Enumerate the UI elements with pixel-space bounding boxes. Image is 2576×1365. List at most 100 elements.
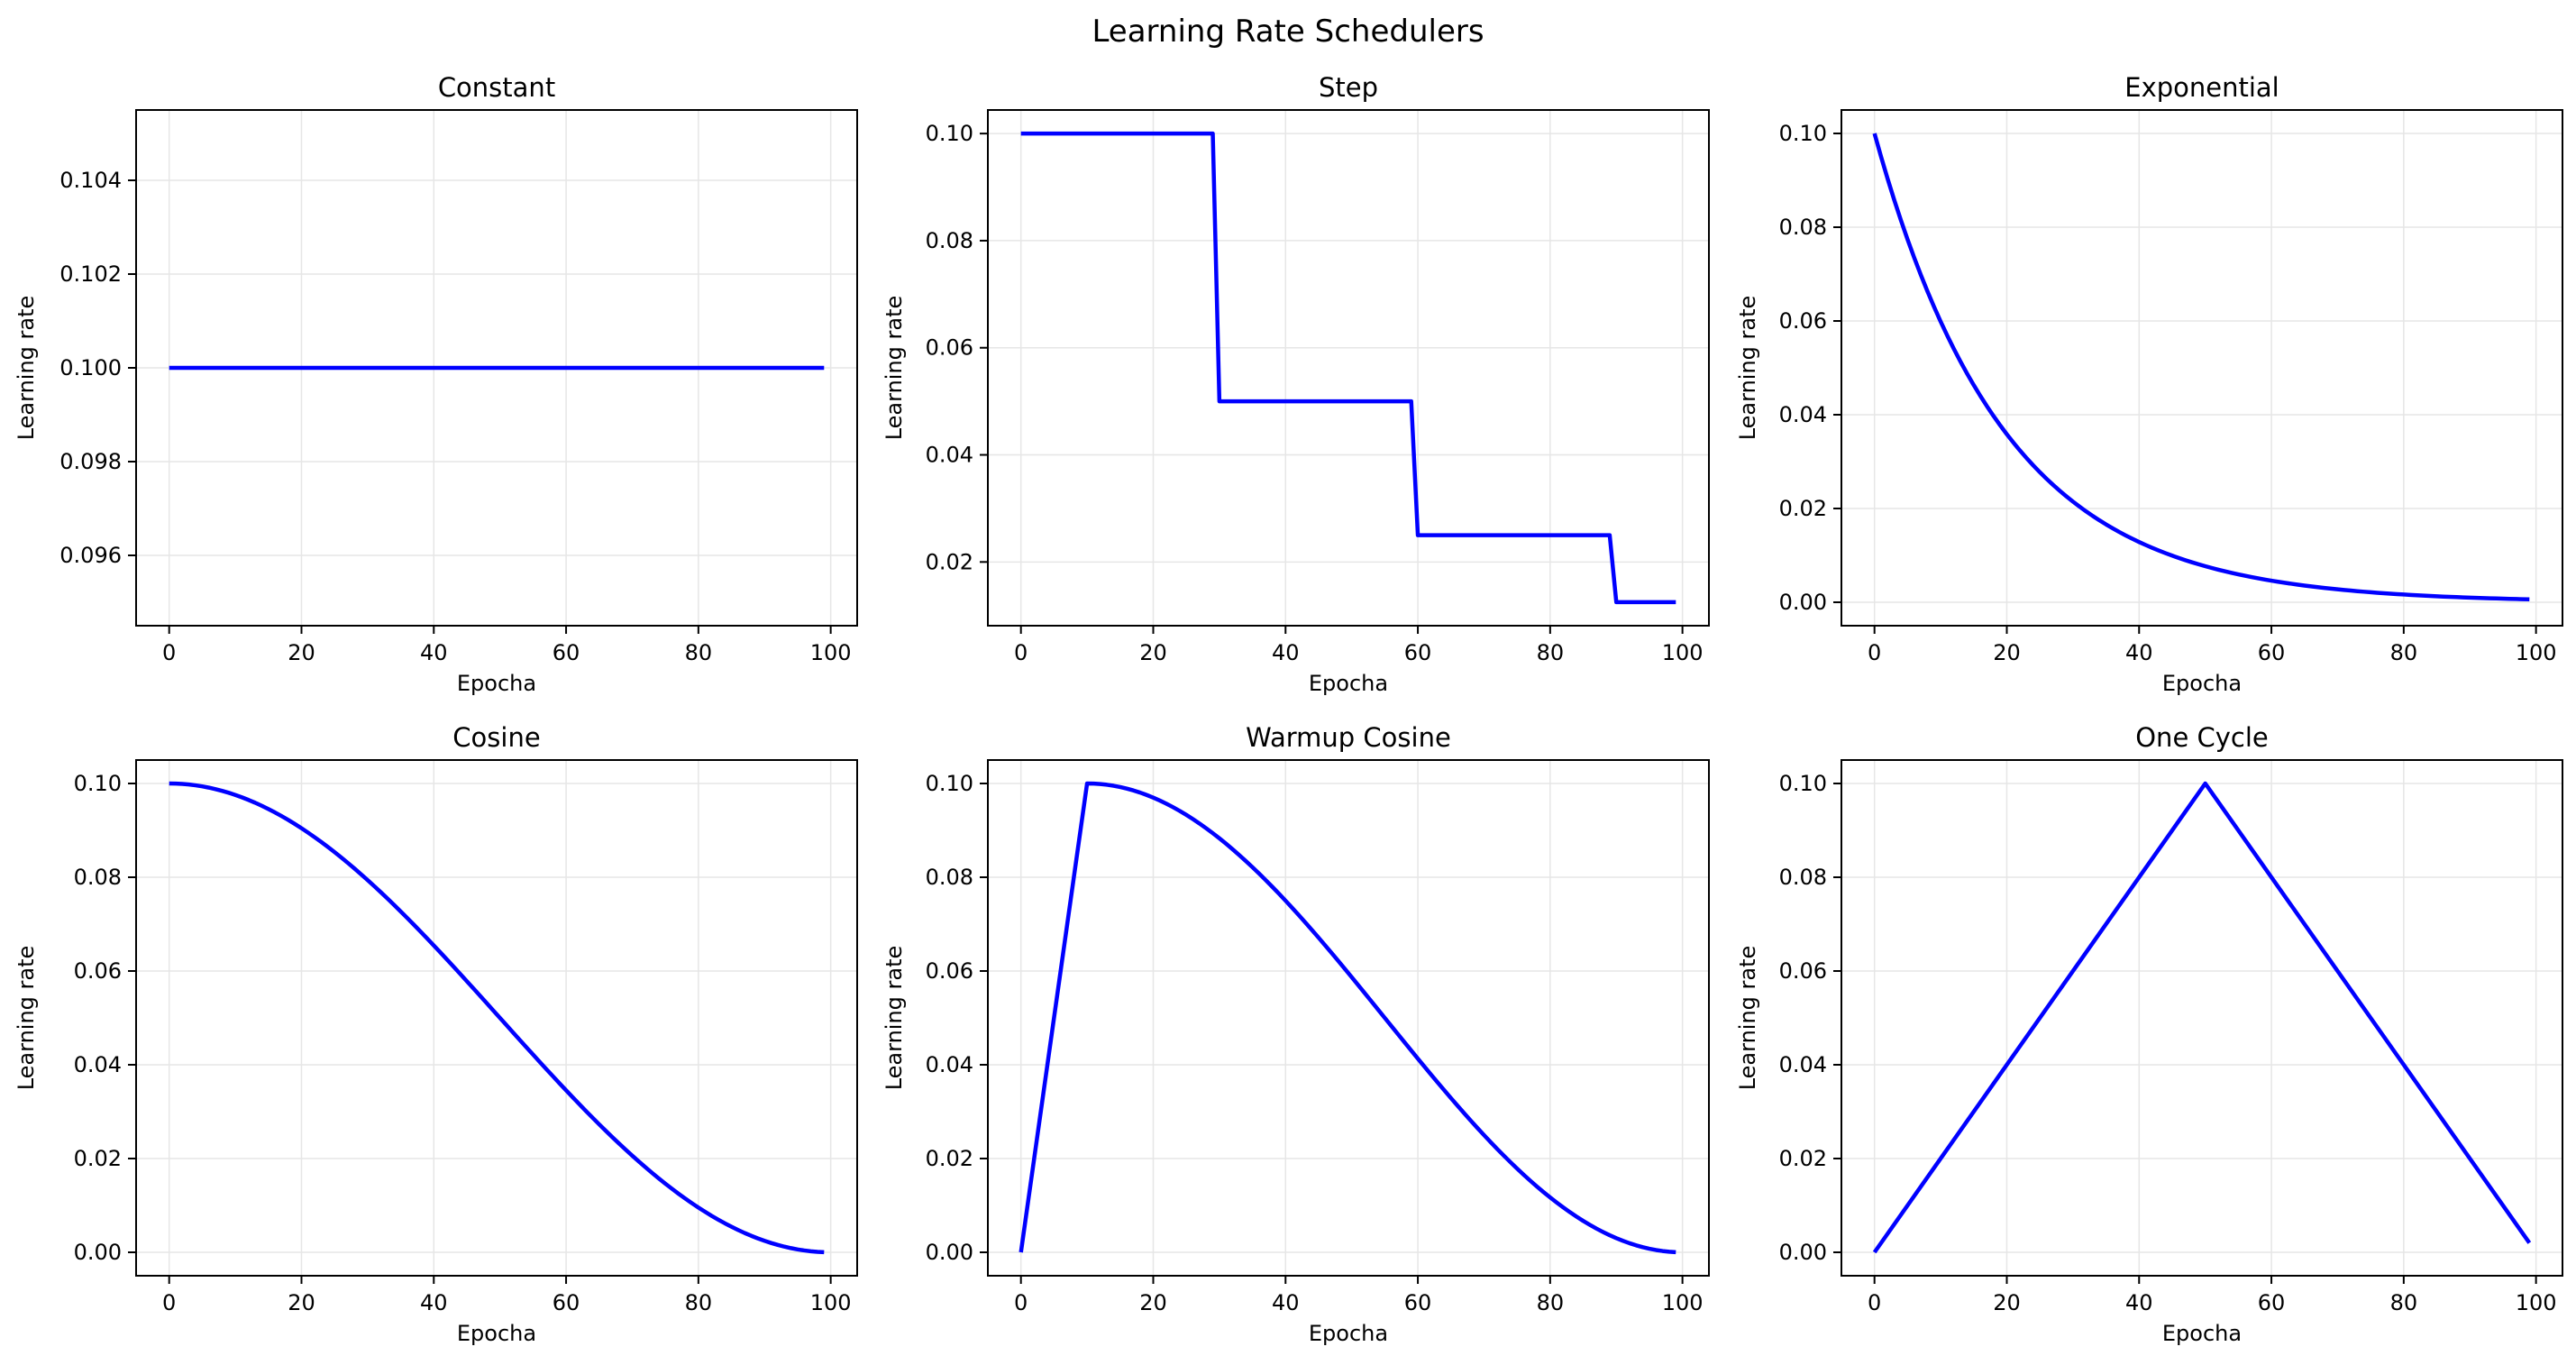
- figure-title: Learning Rate Schedulers: [1092, 14, 1484, 50]
- axes-frame: [1841, 759, 2563, 1277]
- y-tick-label: 0.02: [1779, 496, 1827, 521]
- y-tick-label: 0.06: [1779, 958, 1827, 984]
- y-tick-label: 0.02: [926, 1146, 973, 1171]
- y-tick-label: 0.10: [1779, 771, 1827, 796]
- subplot-title: Exponential: [2124, 72, 2279, 103]
- x-tick-label: 100: [2516, 1290, 2557, 1315]
- y-tick-label: 0.098: [59, 449, 122, 474]
- y-tick-label: 0.08: [926, 228, 973, 253]
- x-tick-label: 40: [2125, 640, 2153, 665]
- x-axis-label: Epocha: [1309, 1321, 1388, 1346]
- x-tick-label: 80: [1537, 1290, 1565, 1315]
- series-line-0: [1872, 781, 2532, 1254]
- y-tick-label: 0.04: [1779, 1052, 1827, 1077]
- subplot-2: 0 20 40 60 80 100 0.00 0.02 0.04 0.06 0.08 0.10 Expo…: [1735, 72, 2563, 696]
- x-tick-label: 0: [1868, 640, 1881, 665]
- y-tick-label: 0.10: [74, 771, 122, 796]
- x-tick-label: 80: [2390, 1290, 2418, 1315]
- y-axis-label: Learning rate: [882, 946, 907, 1091]
- y-tick-label: 0.04: [1779, 402, 1827, 427]
- y-tick-label: 0.02: [926, 549, 973, 574]
- x-tick-label: 0: [1014, 1290, 1028, 1315]
- y-tick-label: 0.04: [926, 1052, 973, 1077]
- x-tick-label: 60: [553, 1290, 580, 1315]
- x-tick-label: 80: [1537, 640, 1565, 665]
- x-axis-label: Epocha: [1309, 671, 1388, 696]
- x-tick-label: 40: [1272, 1290, 1300, 1315]
- x-axis-label: Epocha: [457, 1321, 536, 1346]
- x-tick-label: 20: [1139, 640, 1167, 665]
- axes-frame: [1841, 109, 2563, 627]
- x-tick-label: 100: [810, 1290, 852, 1315]
- y-axis-label: Learning rate: [1735, 296, 1760, 441]
- y-tick-label: 0.04: [74, 1052, 122, 1077]
- y-tick-label: 0.10: [1779, 121, 1827, 146]
- y-tick-label: 0.00: [1779, 1240, 1827, 1265]
- x-tick-label: 100: [1662, 1290, 1704, 1315]
- x-tick-label: 60: [2258, 640, 2286, 665]
- y-axis-label: Learning rate: [882, 296, 907, 441]
- x-tick-label: 0: [162, 1290, 176, 1315]
- y-tick-label: 0.06: [926, 335, 973, 361]
- x-axis-label: Epocha: [2162, 1321, 2242, 1346]
- x-tick-label: 20: [1993, 640, 2021, 665]
- x-tick-label: 100: [2516, 640, 2557, 665]
- subplot-title: Cosine: [452, 722, 540, 753]
- y-tick-label: 0.096: [59, 543, 122, 568]
- y-tick-label: 0.02: [1779, 1146, 1827, 1171]
- x-tick-label: 40: [420, 640, 448, 665]
- x-tick-label: 60: [1404, 1290, 1432, 1315]
- y-tick-label: 0.06: [1779, 308, 1827, 334]
- y-tick-label: 0.06: [74, 958, 122, 984]
- axes-frame: [987, 109, 1710, 627]
- y-tick-label: 0.02: [74, 1146, 122, 1171]
- subplot-0: 0 20 40 60 80 100 0.096 0.098 0.100 0.102 0.104 Con…: [14, 72, 858, 696]
- x-tick-label: 20: [1139, 1290, 1167, 1315]
- series-line-0: [1019, 781, 1676, 1255]
- x-tick-label: 0: [1014, 640, 1028, 665]
- x-tick-label: 40: [2125, 1290, 2153, 1315]
- subplot-4: 0 20 40 60 80 100 0.00 0.02 0.04 0.06 0.08 0.10 Warm…: [882, 722, 1710, 1346]
- subplot-5: 0 20 40 60 80 100 0.00 0.02 0.04 0.06 0.08 0.10 One …: [1735, 722, 2563, 1346]
- y-tick-label: 0.08: [1779, 865, 1827, 890]
- y-tick-label: 0.08: [1779, 215, 1827, 240]
- axes-frame: [987, 759, 1710, 1277]
- y-tick-label: 0.06: [926, 958, 973, 984]
- y-axis-label: Learning rate: [14, 296, 39, 441]
- x-tick-label: 80: [685, 640, 713, 665]
- x-tick-label: 100: [810, 640, 852, 665]
- x-tick-label: 0: [162, 640, 176, 665]
- x-axis-label: Epocha: [457, 671, 536, 696]
- x-tick-label: 100: [1662, 640, 1704, 665]
- y-tick-label: 0.10: [926, 771, 973, 796]
- x-tick-label: 20: [288, 640, 315, 665]
- y-tick-label: 0.10: [926, 121, 973, 146]
- x-tick-label: 40: [420, 1290, 448, 1315]
- x-tick-label: 40: [1272, 640, 1300, 665]
- y-tick-label: 0.08: [926, 865, 973, 890]
- subplot-title: Constant: [438, 72, 555, 103]
- x-tick-label: 80: [2390, 640, 2418, 665]
- y-tick-label: 0.100: [59, 355, 122, 380]
- subplot-title: Step: [1319, 72, 1378, 103]
- subplot-title: Warmup Cosine: [1246, 722, 1451, 753]
- y-axis-label: Learning rate: [14, 946, 39, 1091]
- subplot-3: 0 20 40 60 80 100 0.00 0.02 0.04 0.06 0.08 0.10 Cosi…: [14, 722, 858, 1346]
- y-tick-label: 0.00: [926, 1240, 973, 1265]
- x-axis-label: Epocha: [2162, 671, 2242, 696]
- y-tick-label: 0.00: [1779, 590, 1827, 615]
- y-tick-label: 0.04: [926, 443, 973, 468]
- x-tick-label: 20: [288, 1290, 315, 1315]
- x-tick-label: 60: [1404, 640, 1432, 665]
- subplot-title: One Cycle: [2135, 722, 2269, 753]
- x-tick-label: 60: [553, 640, 580, 665]
- y-tick-label: 0.102: [59, 261, 122, 287]
- y-tick-label: 0.00: [74, 1240, 122, 1265]
- series-line-0: [1872, 133, 2530, 602]
- x-tick-label: 0: [1868, 1290, 1881, 1315]
- series-line-0: [169, 781, 825, 1255]
- axes-frame: [135, 759, 858, 1277]
- subplot-1: 0 20 40 60 80 100 0.02 0.04 0.06 0.08 0.10 Step Epoc…: [882, 72, 1710, 696]
